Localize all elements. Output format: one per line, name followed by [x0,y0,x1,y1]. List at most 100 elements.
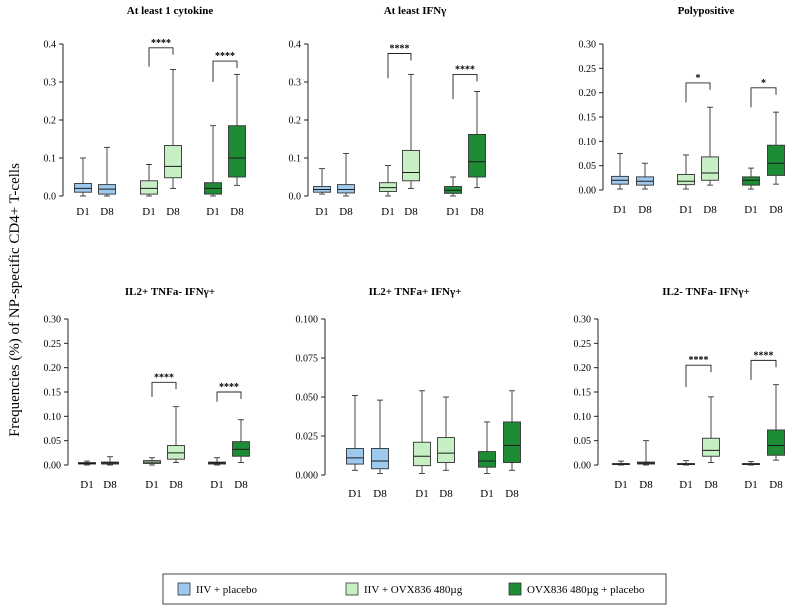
x-category-label: D1 [744,479,757,491]
x-category-label: D1 [145,479,158,491]
y-tick-label: 0.2 [289,116,302,127]
chart-panel-6: IL2- TNFa- IFNγ+ 0.00 0.05 0.10 0.15 0.20 0.25… [574,286,785,491]
x-category-label: D1 [206,206,219,218]
x-category-label: D8 [639,479,653,491]
box-d1-5 [444,176,462,197]
box-d1-1 [346,394,364,471]
x-category-label: D1 [480,488,493,500]
significance-bracket [452,73,478,100]
iqr-box [413,441,431,467]
x-category-label: D8 [234,479,248,491]
box-d1-3 [143,457,161,466]
box-d8-6 [767,111,785,185]
y-tick-label: 0.05 [579,161,597,172]
box-d8-4 [437,396,455,471]
box-d1-3 [140,164,158,197]
box-d1-1 [78,460,96,466]
y-tick-label: 0.25 [44,339,62,350]
legend-swatch [177,582,191,596]
box-d1-3 [379,165,397,197]
x-category-label: D1 [348,488,361,500]
significance-bracket [216,391,242,402]
iqr-box [468,133,486,178]
y-tick-label: 0.0 [44,192,57,203]
x-category-label: D1 [446,206,459,218]
box-d8-2 [636,162,654,190]
box-d8-4 [164,69,182,189]
significance-bracket [148,47,174,67]
iqr-box [74,183,92,193]
significance-bracket [750,87,777,108]
y-tick-label: 0.4 [289,40,302,51]
y-tick-label: 0.30 [574,315,592,326]
y-tick-label: 0.00 [44,461,62,472]
x-category-label: D1 [614,479,627,491]
box-d8-6 [232,419,250,464]
x-category-label: D1 [210,479,223,491]
box-d8-4 [402,73,420,189]
x-category-label: D8 [703,204,717,216]
significance-label: * [761,78,766,89]
significance-bracket [685,82,711,103]
box-d8-6 [228,73,246,186]
significance-label: **** [154,372,174,383]
box-d8-2 [371,399,389,474]
y-axis-label: Frequencies (%) of NP-specific CD4+ T-ce… [7,163,23,437]
significance-bracket [151,381,177,397]
iqr-box [371,448,389,470]
y-tick-label: 0.20 [574,363,592,374]
iqr-box [346,448,364,465]
y-tick-label: 0.000 [296,471,319,482]
x-category-label: D1 [415,488,428,500]
significance-label: **** [754,350,774,361]
legend-label: IIV + placebo [196,584,257,596]
box-d1-3 [413,390,431,474]
y-tick-label: 0.3 [44,78,57,89]
x-category-label: D8 [169,479,183,491]
x-category-label: D1 [613,204,626,216]
significance-label: **** [390,44,410,55]
x-category-label: D8 [166,206,180,218]
y-tick-label: 0.050 [296,393,319,404]
chart-panel-1: At least 1 cytokine 0.0 0.1 0.2 0.3 0.4 D1 D8 D1… [44,5,246,218]
box-d1-5 [208,457,226,466]
x-category-label: D1 [381,206,394,218]
x-category-label: D1 [142,206,155,218]
box-d1-5 [204,125,222,197]
iqr-box [503,421,521,463]
box-d8-2 [637,440,655,466]
box-d8-2 [337,152,355,197]
x-category-label: D1 [679,204,692,216]
legend-swatch [345,582,359,596]
y-tick-label: 0.025 [296,432,319,443]
y-tick-label: 0.10 [579,137,597,148]
y-tick-label: 0.15 [574,388,592,399]
x-category-label: D8 [470,206,484,218]
x-category-label: D8 [404,206,418,218]
x-category-label: D8 [769,479,783,491]
chart-panel-5: IL2+ TNFa+ IFNγ+ 0.000 0.025 0.050 0.075 0.10… [296,286,521,500]
y-tick-label: 0.30 [579,40,597,51]
y-tick-label: 0.100 [296,315,319,326]
box-d8-4 [702,396,720,464]
legend-swatch [508,582,522,596]
y-tick-label: 0.20 [44,363,62,374]
y-tick-label: 0.00 [574,461,592,472]
box-d8-6 [503,390,521,471]
x-category-label: D1 [744,204,757,216]
box-d1-1 [612,460,630,466]
x-category-label: D8 [373,488,387,500]
iqr-box [742,176,760,186]
x-category-label: D8 [339,206,353,218]
y-tick-label: 0.25 [579,64,597,75]
significance-bracket [212,60,238,82]
iqr-box [702,437,720,457]
significance-label: **** [219,382,239,393]
iqr-box [767,144,785,176]
box-d1-3 [677,154,695,190]
y-tick-label: 0.0 [289,192,302,203]
x-category-label: D8 [769,204,783,216]
chart-title: IL2- TNFa- IFNγ+ [662,286,750,298]
chart-panel-3: Polypositive 0.00 0.05 0.10 0.15 0.20 0.25 0.30… [579,5,785,216]
